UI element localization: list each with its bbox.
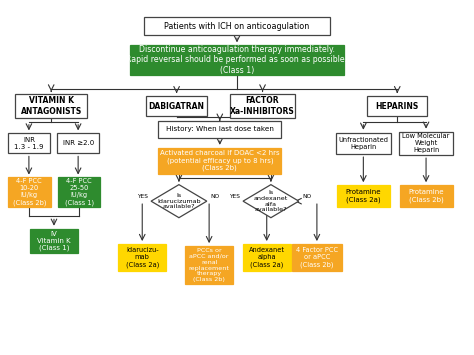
FancyBboxPatch shape bbox=[243, 244, 291, 271]
FancyBboxPatch shape bbox=[399, 132, 453, 155]
FancyBboxPatch shape bbox=[185, 246, 233, 284]
Text: Idarucizu-
mab
(Class 2a): Idarucizu- mab (Class 2a) bbox=[126, 247, 159, 268]
Text: Patients with ICH on anticoagulation: Patients with ICH on anticoagulation bbox=[164, 22, 310, 31]
FancyBboxPatch shape bbox=[130, 45, 344, 75]
Text: Unfractionated
Heparin: Unfractionated Heparin bbox=[338, 137, 388, 150]
Text: HEPARINS: HEPARINS bbox=[375, 102, 419, 111]
FancyBboxPatch shape bbox=[15, 94, 87, 118]
FancyBboxPatch shape bbox=[367, 96, 428, 116]
Text: Andexanet
alpha
(Class 2a): Andexanet alpha (Class 2a) bbox=[249, 247, 285, 268]
Text: Protamine
(Class 2b): Protamine (Class 2b) bbox=[408, 189, 444, 203]
Text: NO: NO bbox=[302, 195, 312, 200]
FancyBboxPatch shape bbox=[146, 96, 207, 116]
Text: DABIGATRAN: DABIGATRAN bbox=[149, 102, 205, 111]
Text: YES: YES bbox=[229, 195, 240, 200]
Text: Protamine
(Class 2a): Protamine (Class 2a) bbox=[346, 189, 381, 203]
FancyBboxPatch shape bbox=[57, 133, 99, 153]
Text: PCCs or
aPCC and/or
renal
replacement
therapy
(Class 2b): PCCs or aPCC and/or renal replacement th… bbox=[189, 248, 229, 282]
FancyBboxPatch shape bbox=[118, 244, 166, 271]
Text: History: When last dose taken: History: When last dose taken bbox=[166, 126, 274, 132]
Text: Activated charcoal if DOAC <2 hrs
(potential efficacy up to 8 hrs)
(Class 2b): Activated charcoal if DOAC <2 hrs (poten… bbox=[160, 150, 280, 171]
Text: FACTOR
Xa-INHIBITORS: FACTOR Xa-INHIBITORS bbox=[230, 97, 295, 116]
Text: VITAMIN K
ANTAGONISTS: VITAMIN K ANTAGONISTS bbox=[20, 97, 82, 116]
FancyBboxPatch shape bbox=[158, 121, 282, 138]
Text: YES: YES bbox=[137, 195, 148, 200]
FancyBboxPatch shape bbox=[29, 229, 78, 253]
FancyBboxPatch shape bbox=[400, 185, 453, 207]
Text: Is
Idarucizumab
available?: Is Idarucizumab available? bbox=[157, 193, 201, 209]
FancyBboxPatch shape bbox=[337, 185, 390, 207]
FancyBboxPatch shape bbox=[8, 178, 51, 207]
Text: INR ≥2.0: INR ≥2.0 bbox=[63, 141, 94, 146]
Text: IV
Vitamin K
(Class 1): IV Vitamin K (Class 1) bbox=[37, 230, 71, 251]
Text: Discontinue anticoagulation therapy immediately.
Rapid reversal should be perfor: Discontinue anticoagulation therapy imme… bbox=[127, 45, 347, 75]
FancyBboxPatch shape bbox=[158, 148, 282, 174]
FancyBboxPatch shape bbox=[336, 133, 391, 154]
FancyBboxPatch shape bbox=[292, 244, 342, 271]
Text: Low Molecular
Weight
Heparin: Low Molecular Weight Heparin bbox=[402, 133, 450, 153]
Polygon shape bbox=[243, 185, 299, 218]
Text: 4-F PCC
25-50
IU/kg
(Class 1): 4-F PCC 25-50 IU/kg (Class 1) bbox=[64, 178, 94, 206]
Text: NO: NO bbox=[210, 195, 220, 200]
Text: INR
1.3 - 1.9: INR 1.3 - 1.9 bbox=[14, 137, 44, 150]
FancyBboxPatch shape bbox=[58, 178, 100, 207]
FancyBboxPatch shape bbox=[230, 94, 295, 118]
FancyBboxPatch shape bbox=[8, 133, 50, 153]
Polygon shape bbox=[151, 185, 207, 218]
Text: Is
andexanet
alfa
available?: Is andexanet alfa available? bbox=[254, 190, 288, 212]
FancyBboxPatch shape bbox=[144, 17, 330, 35]
Text: 4-F PCC
10-20
IU/kg
(Class 2b): 4-F PCC 10-20 IU/kg (Class 2b) bbox=[13, 178, 46, 206]
Text: 4 Factor PCC
or aPCC
(Class 2b): 4 Factor PCC or aPCC (Class 2b) bbox=[296, 247, 338, 268]
